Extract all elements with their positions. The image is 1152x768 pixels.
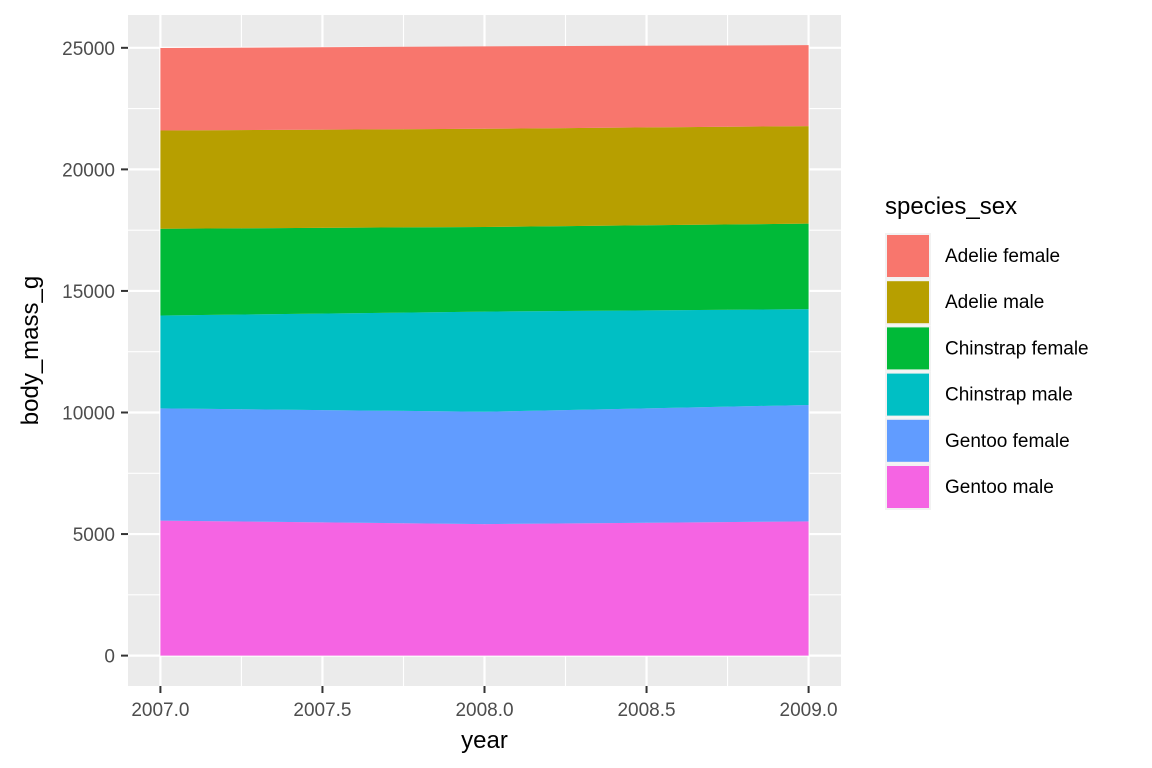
- x-tick-label: 2008.5: [617, 700, 675, 721]
- y-tick-label: 5000: [73, 525, 115, 546]
- x-tick-label: 2007.5: [293, 700, 351, 721]
- y-tick-label: 10000: [62, 403, 115, 424]
- x-tick-label: 2009.0: [780, 700, 838, 721]
- legend-swatch-chinstrap-female: [887, 327, 929, 370]
- stacked-areas: [160, 45, 809, 656]
- y-tick-label: 0: [104, 647, 115, 668]
- legend-swatch-gentoo-female: [887, 419, 929, 462]
- legend-label-gentoo-female: Gentoo female: [945, 431, 1070, 452]
- area-adelie-female: [160, 45, 809, 131]
- legend-label-adelie-female: Adelie female: [945, 246, 1060, 267]
- legend-swatch-adelie-male: [887, 281, 929, 324]
- legend-swatch-adelie-female: [887, 235, 929, 277]
- legend-swatch-gentoo-male: [887, 466, 929, 508]
- legend: Adelie female Adelie male Chinstrap female…: [885, 233, 1089, 510]
- x-tick-label: 2007.0: [131, 700, 189, 721]
- y-axis-title: body_mass_g: [17, 276, 44, 425]
- legend-swatch-chinstrap-male: [887, 373, 929, 416]
- x-tick-labels: 2007.0 2007.5 2008.0 2008.5 2009.0: [131, 700, 837, 721]
- y-tick-label: 20000: [62, 160, 115, 181]
- legend-label-adelie-male: Adelie male: [945, 292, 1044, 313]
- area-gentoo-male: [160, 520, 809, 656]
- area-chinstrap-female: [160, 223, 809, 316]
- y-tick-label: 15000: [62, 282, 115, 303]
- area-chinstrap-male: [160, 309, 809, 412]
- axis-ticks: [121, 46, 810, 693]
- legend-label-gentoo-male: Gentoo male: [945, 477, 1054, 498]
- x-axis-title: year: [461, 727, 508, 754]
- y-tick-label: 25000: [62, 39, 115, 60]
- area-adelie-male: [160, 126, 809, 229]
- legend-label-chinstrap-male: Chinstrap male: [945, 385, 1073, 406]
- area-gentoo-female: [160, 404, 809, 525]
- legend-title: species_sex: [885, 193, 1017, 220]
- legend-label-chinstrap-female: Chinstrap female: [945, 338, 1089, 359]
- x-tick-label: 2008.0: [455, 700, 513, 721]
- y-tick-labels: 0 5000 10000 15000 20000 25000: [62, 39, 115, 668]
